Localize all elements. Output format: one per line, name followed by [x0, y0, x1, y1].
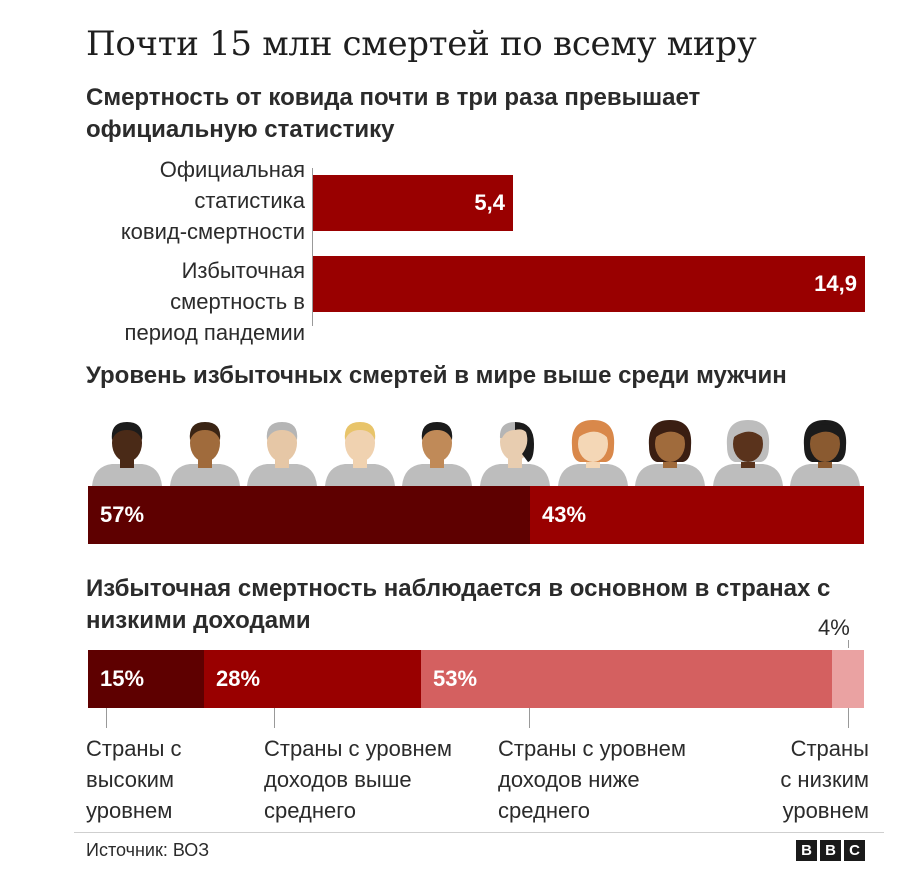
woman-icon [786, 414, 864, 486]
income-tick [848, 708, 849, 728]
gender-bar-men: 57% [88, 486, 530, 544]
bar-official: 5,4 [313, 175, 513, 231]
man-icon [166, 414, 244, 486]
income-segment-1: 15% [88, 650, 204, 708]
bar-label-excess: Избыточная смертность в период пандемии [124, 258, 305, 345]
income-segment-3: 53% [421, 650, 832, 708]
income-segment-value: 15% [100, 666, 145, 691]
bar-excess-value: 14,9 [814, 271, 857, 296]
bar-excess: 14,9 [313, 256, 865, 312]
chart1-subtitle: Смертность от ковида почти в три раза пр… [86, 84, 701, 143]
bar-label-official: Официальная статистика ковид-смертности [120, 157, 305, 244]
income-tick [106, 708, 107, 728]
income-segment-value: 53% [433, 666, 478, 691]
income-small-value: 4% [818, 615, 850, 640]
income-tick [529, 708, 530, 728]
income-label-3: Страны с уровнем доходов ниже среднего [498, 736, 687, 823]
man-icon [243, 414, 321, 486]
woman-icon [631, 414, 709, 486]
chart2-subtitle: Уровень избыточных смертей в мире выше с… [86, 362, 787, 389]
income-segment-2: 28% [204, 650, 421, 708]
bar-axis [312, 168, 313, 326]
income-label-2: Страны с уровнем доходов выше среднего [264, 736, 453, 823]
woman-icon [709, 414, 787, 486]
income-label-4: Страны с низким уровнем [780, 736, 869, 823]
income-label-1: Страны с высоким уровнем [86, 736, 182, 823]
man-icon [88, 414, 166, 486]
income-segment-value: 28% [216, 666, 261, 691]
man-icon [398, 414, 476, 486]
gender-men-value: 57% [100, 502, 145, 527]
source-note: Источник: ВОЗ [86, 840, 210, 860]
footer-divider [74, 832, 884, 833]
people-illustration [88, 414, 864, 486]
gender-bar-women: 43% [530, 486, 864, 544]
person-split-icon [476, 414, 554, 486]
bar-official-value: 5,4 [474, 190, 505, 215]
chart3-subtitle: Избыточная смертность наблюдается в осно… [86, 575, 831, 634]
woman-icon [554, 414, 632, 486]
gender-women-value: 43% [542, 502, 587, 527]
page-title: Почти 15 млн смертей по всему миру [86, 24, 757, 64]
man-icon [321, 414, 399, 486]
income-segment-4 [832, 650, 864, 708]
income-small-tick [848, 640, 849, 648]
income-tick [274, 708, 275, 728]
